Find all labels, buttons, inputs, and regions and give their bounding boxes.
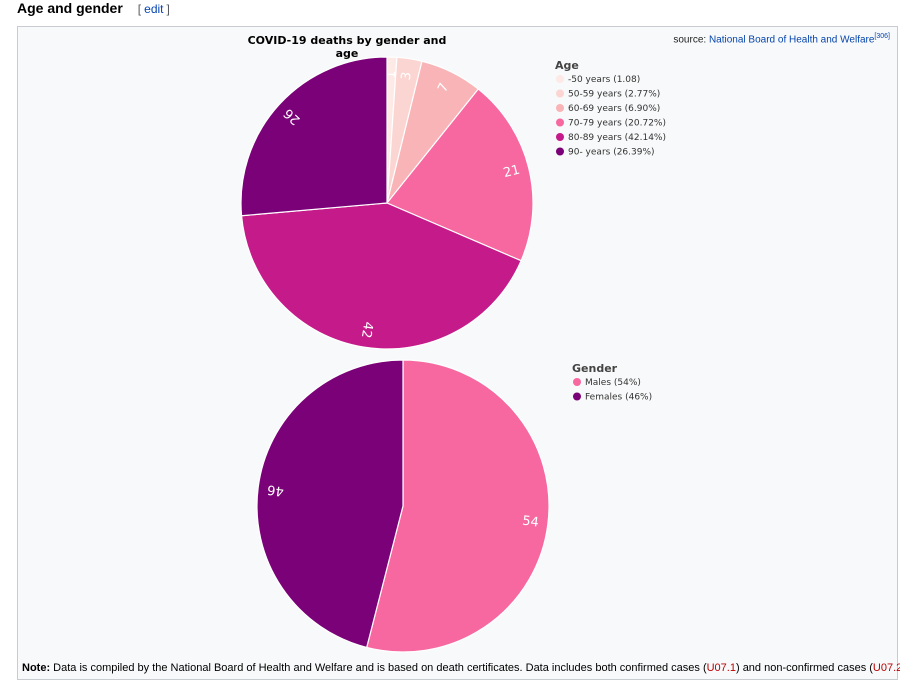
legend-swatch-2-1 bbox=[573, 378, 581, 386]
chart-title: COVID-19 deaths by gender and age bbox=[247, 34, 447, 60]
legend-title-2: Gender bbox=[572, 362, 618, 375]
legend-swatch-1-6 bbox=[556, 147, 564, 156]
legend-swatch-1-5 bbox=[556, 133, 564, 141]
source-line: source: National Board of Health and Wel… bbox=[673, 33, 890, 45]
legend-swatch-1-3 bbox=[556, 104, 564, 112]
source-reference[interactable]: [306] bbox=[874, 33, 890, 40]
legend-item-1-6: 90- years (26.39%) bbox=[568, 148, 655, 158]
code-link-u07-2[interactable]: U07.2 bbox=[872, 662, 900, 674]
pie1-slice-label-5: 42 bbox=[358, 320, 375, 339]
source-prefix: source: bbox=[673, 34, 707, 46]
pie2-slice-label-1: 54 bbox=[521, 514, 539, 531]
section-title: Age and gender bbox=[17, 0, 123, 16]
edit-close-bracket: ] bbox=[166, 2, 170, 16]
pie1-slice-4[interactable] bbox=[386, 88, 534, 262]
pie1-slice-5[interactable] bbox=[240, 202, 522, 350]
pie1-slice-label-2: 3 bbox=[399, 71, 415, 81]
source-link[interactable]: National Board of Health and Welfare bbox=[708, 34, 875, 46]
note-text-1: Data is compiled by the National Board o… bbox=[50, 662, 707, 674]
legend-swatch-1-4 bbox=[556, 118, 564, 127]
note: Note: Data is compiled by the National B… bbox=[22, 662, 900, 674]
pie2-slice-1[interactable] bbox=[365, 359, 550, 653]
pie2-slice-2[interactable] bbox=[256, 359, 404, 649]
legend-swatch-1-2 bbox=[556, 89, 564, 98]
legend-title-1: Age bbox=[555, 59, 579, 72]
note-text-2: ) and non-confirmed cases ( bbox=[735, 662, 873, 674]
pie1-slice-label-4: 21 bbox=[502, 163, 522, 182]
note-label: Note: bbox=[22, 662, 51, 674]
section-heading: Age and gender [edit] bbox=[17, 0, 173, 20]
legend-item-1-4: 70-79 years (20.72%) bbox=[568, 119, 666, 129]
edit-section: [edit] bbox=[135, 2, 173, 16]
edit-open-bracket: [ bbox=[137, 2, 142, 16]
legend-item-1-2: 50-59 years (2.77%) bbox=[568, 90, 660, 100]
legend-item-1-3: 60-69 years (6.90%) bbox=[568, 104, 660, 114]
legend-item-2-1: Males (54%) bbox=[585, 378, 641, 388]
legend-item-2-2: Females (46%) bbox=[585, 393, 652, 403]
legend-item-1-5: 80-89 years (42.14%) bbox=[568, 133, 666, 143]
legend-item-1-1: -50 years (1.08) bbox=[568, 75, 640, 85]
pie1-slice-6[interactable] bbox=[240, 56, 388, 217]
edit-link[interactable]: edit bbox=[144, 2, 164, 16]
pie2-slice-label-2: 46 bbox=[266, 481, 284, 498]
pie1-slice-label-1: 1 bbox=[384, 70, 399, 79]
chart-panel: COVID-19 deaths by gender and age source… bbox=[17, 26, 900, 680]
code-link-u07-1[interactable]: U07.1 bbox=[706, 662, 736, 674]
legend-swatch-2-2 bbox=[573, 392, 581, 401]
legend-swatch-1-1 bbox=[556, 75, 564, 83]
